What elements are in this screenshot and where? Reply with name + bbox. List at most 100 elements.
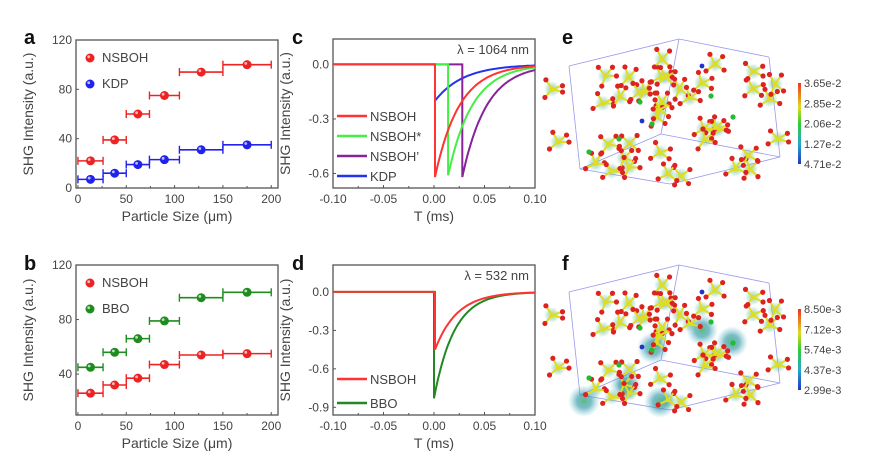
oxygen-atom	[559, 83, 566, 89]
sodium-atom	[637, 325, 643, 331]
colorbar-label: 4.37e-3	[804, 365, 841, 377]
boron-atom	[639, 118, 645, 124]
oxygen-atom	[660, 161, 667, 167]
sulfur-atom	[750, 294, 756, 300]
oxygen-atom	[647, 79, 653, 85]
x-axis-label: Particle Size (μm)	[122, 208, 233, 224]
oxygen-atom	[666, 48, 673, 54]
sodium-atom	[616, 362, 622, 368]
colorbar	[798, 83, 801, 164]
oxygen-atom	[623, 85, 629, 91]
oxygen-atom	[753, 145, 759, 151]
oxygen-atom	[760, 81, 766, 88]
oxygen-atom	[710, 130, 716, 136]
sulfur-atom	[699, 80, 705, 86]
sulfur-atom	[626, 164, 632, 170]
oxygen-atom	[725, 348, 731, 354]
data-point-highlight	[87, 176, 91, 180]
sulfur-atom	[712, 287, 718, 293]
sodium-atom	[708, 93, 714, 99]
oxygen-atom	[582, 166, 589, 172]
x-tick-label: -0.10	[319, 419, 347, 433]
colorbar-label: 4.71e-2	[804, 159, 841, 171]
oxygen-atom	[721, 344, 727, 350]
oxygen-atom	[672, 322, 678, 328]
series-line-kdp	[333, 63, 535, 104]
data-point-highlight	[135, 161, 138, 165]
oxygen-atom	[542, 320, 548, 327]
oxygen-atom	[665, 339, 672, 346]
oxygen-atom	[777, 100, 783, 107]
sodium-atom	[730, 114, 736, 120]
oxygen-atom	[695, 69, 702, 76]
oxygen-atom	[603, 387, 609, 394]
oxygen-atom	[566, 365, 572, 371]
data-point-highlight	[244, 289, 248, 293]
oxygen-atom	[627, 325, 633, 331]
oxygen-atom	[765, 141, 771, 147]
oxygen-atom	[754, 383, 761, 390]
oxygen-atom	[785, 365, 792, 371]
y-tick-label: 0	[65, 181, 72, 195]
colorbar-label: 2.06e-2	[804, 119, 841, 131]
y-tick-label: -0.3	[308, 323, 329, 337]
data-point	[196, 293, 206, 303]
oxygen-atom	[778, 298, 785, 304]
sodium-atom	[616, 136, 622, 142]
oxygen-atom	[633, 66, 639, 72]
sulfur-atom	[733, 166, 738, 172]
colorbar-label: 5.74e-3	[804, 345, 841, 357]
oxygen-atom	[629, 373, 635, 380]
oxygen-atom	[600, 174, 606, 180]
sodium-atom	[586, 149, 592, 155]
series-nsboh	[77, 349, 272, 398]
sulfur-atom	[745, 378, 751, 384]
x-tick-label: 0.10	[523, 419, 547, 433]
data-point-highlight	[135, 375, 138, 379]
oxygen-atom	[621, 154, 627, 161]
oxygen-atom	[613, 299, 620, 305]
panel-letter: b	[24, 253, 36, 275]
sulfur-atom	[659, 100, 665, 106]
sulfur-atom	[606, 367, 612, 373]
data-point-highlight	[198, 352, 202, 356]
oxygen-atom	[598, 134, 604, 140]
cell-edge	[568, 65, 581, 170]
oxygen-atom	[609, 290, 616, 296]
oxygen-atom	[650, 342, 657, 348]
y-axis-label: SHG Intensity (a.u.)	[20, 279, 36, 402]
oxygen-atom	[563, 132, 570, 138]
oxygen-atom	[707, 51, 713, 57]
sodium-atom	[649, 347, 655, 353]
oxygen-atom	[647, 317, 653, 323]
oxygen-atom	[725, 122, 731, 128]
sulfur-atom	[592, 161, 598, 166]
oxygen-atom	[777, 326, 783, 333]
oxygen-atom	[697, 115, 703, 121]
panel-letter: d	[292, 253, 304, 275]
oxygen-atom	[784, 356, 791, 362]
oxygen-atom	[774, 88, 780, 95]
series-line-nsboh	[333, 63, 536, 178]
oxygen-atom	[600, 400, 606, 406]
boron-atom	[699, 289, 705, 295]
oxygen-atom	[639, 304, 645, 310]
y-tick-label: -0.6	[308, 166, 329, 180]
oxygen-atom	[617, 391, 623, 398]
data-point-highlight	[135, 111, 138, 115]
oxygen-atom	[703, 68, 709, 74]
oxygen-atom	[741, 401, 747, 407]
sulfur-atom	[687, 321, 692, 327]
oxygen-atom	[697, 97, 703, 104]
sulfur-atom	[555, 365, 561, 371]
oxygen-atom	[647, 91, 653, 97]
sulfur-atom	[772, 307, 778, 313]
oxygen-atom	[760, 63, 766, 69]
data-point	[242, 140, 252, 150]
oxygen-atom	[729, 155, 735, 161]
data-point	[196, 67, 206, 77]
sulfur-atom	[636, 316, 642, 321]
sulfur-atom	[617, 320, 623, 326]
oxygen-atom	[723, 171, 729, 177]
sulfur-atom	[702, 363, 707, 369]
